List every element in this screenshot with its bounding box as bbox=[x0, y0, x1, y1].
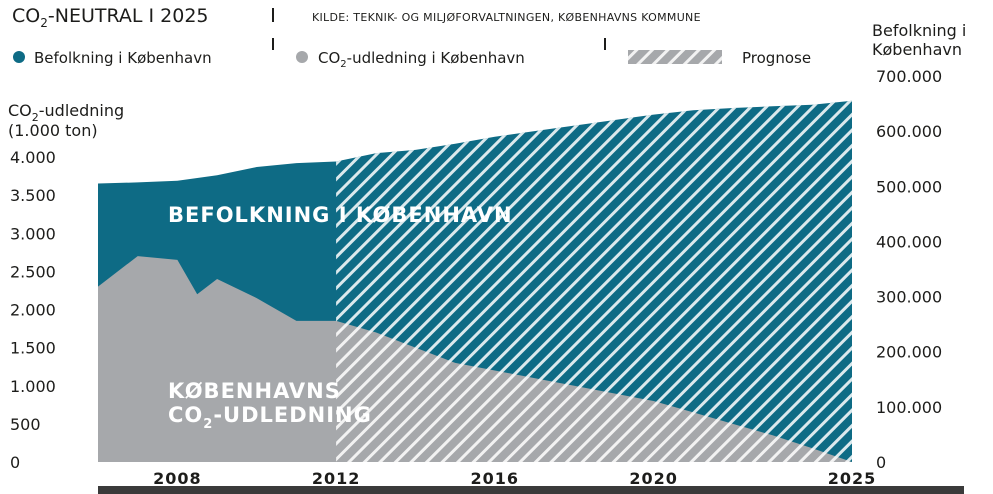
bottom-bar bbox=[98, 486, 964, 494]
left-tick-label: 3.000 bbox=[10, 224, 56, 243]
forecast-hatch bbox=[336, 100, 852, 462]
right-tick-label: 700.000 bbox=[876, 67, 942, 86]
left-axis-title: CO2-udledning bbox=[8, 101, 124, 124]
left-tick-label: 4.000 bbox=[10, 148, 56, 167]
left-axis-ticks: 4.000 3.500 3.000 2.500 2.000 1.500 1.000 500 0 bbox=[10, 148, 56, 472]
legend-population-label: Befolkning i København bbox=[34, 49, 212, 67]
right-tick-label: 600.000 bbox=[876, 122, 942, 141]
left-tick-label: 3.500 bbox=[10, 186, 56, 205]
chart-title: CO2-NEUTRAL I 2025 bbox=[12, 5, 209, 30]
header-divider bbox=[272, 38, 274, 50]
left-tick-label: 2.500 bbox=[10, 262, 56, 281]
right-axis-ticks: 700.000 600.000 500.000 400.000 300.000 200.0… bbox=[876, 67, 942, 472]
legend-co2-marker bbox=[296, 51, 308, 63]
right-tick-label: 0 bbox=[876, 453, 886, 472]
left-tick-label: 500 bbox=[10, 415, 41, 434]
legend-forecast-swatch-hatch bbox=[628, 50, 722, 64]
header-divider bbox=[604, 38, 606, 50]
left-tick-label: 1.000 bbox=[10, 377, 56, 396]
right-tick-label: 100.000 bbox=[876, 398, 942, 417]
legend-population-marker bbox=[13, 51, 25, 63]
x-tick-label: 2025 bbox=[828, 469, 877, 488]
co2-area-label-line2: CO2-UDLEDNING bbox=[168, 403, 372, 432]
left-axis-title-unit: (1.000 ton) bbox=[8, 121, 98, 140]
population-area-label: BEFOLKNING I KØBENHAVN bbox=[168, 203, 513, 227]
right-tick-label: 400.000 bbox=[876, 232, 942, 251]
right-axis-title: Befolkning i bbox=[872, 21, 966, 40]
left-tick-label: 2.000 bbox=[10, 301, 56, 320]
right-tick-label: 500.000 bbox=[876, 177, 942, 196]
x-axis-ticks: 2008 2012 2016 2020 2025 bbox=[153, 469, 877, 488]
right-tick-label: 300.000 bbox=[876, 288, 942, 307]
x-tick-label: 2020 bbox=[629, 469, 678, 488]
left-tick-label: 1.500 bbox=[10, 339, 56, 358]
source-text: KILDE: TEKNIK- OG MILJØFORVALTNINGEN, KØ… bbox=[312, 11, 701, 24]
population-forecast-hatch bbox=[336, 100, 852, 462]
co2-area-label-line1: KØBENHAVNS bbox=[168, 379, 341, 403]
legend-co2-label: CO2-udledning i København bbox=[318, 49, 525, 70]
right-tick-label: 200.000 bbox=[876, 343, 942, 362]
left-tick-label: 0 bbox=[10, 453, 20, 472]
legend: Befolkning i København CO2-udledning i K… bbox=[13, 49, 811, 70]
x-tick-label: 2012 bbox=[312, 469, 361, 488]
x-tick-label: 2008 bbox=[153, 469, 202, 488]
right-axis-title-line2: København bbox=[872, 40, 962, 59]
header-divider bbox=[272, 8, 274, 22]
plot-area bbox=[98, 100, 852, 463]
legend-forecast-label: Prognose bbox=[742, 49, 811, 67]
x-tick-label: 2016 bbox=[471, 469, 520, 488]
